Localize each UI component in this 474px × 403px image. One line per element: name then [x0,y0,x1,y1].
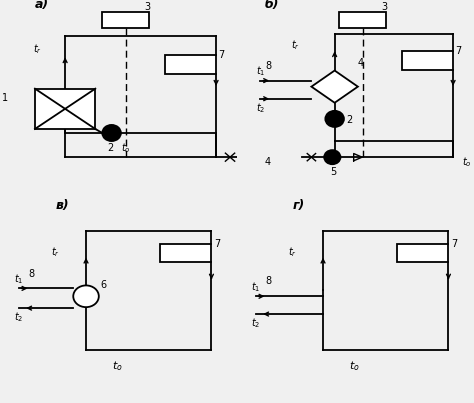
Text: 8: 8 [265,276,271,287]
Text: 7: 7 [456,46,462,56]
Text: $t_r$: $t_r$ [291,38,300,52]
Text: 7: 7 [214,239,220,249]
Circle shape [325,111,344,127]
Text: $t_1$: $t_1$ [14,272,23,286]
Text: $t_o$: $t_o$ [463,155,472,169]
Text: $t_r$: $t_r$ [288,245,297,259]
Text: $t_2$: $t_2$ [255,101,265,114]
Text: 5: 5 [330,167,336,177]
Text: $t_r$: $t_r$ [33,42,42,56]
Text: $t_2$: $t_2$ [14,310,23,324]
Text: 6: 6 [100,280,106,291]
Circle shape [102,125,121,141]
Text: 1: 1 [2,93,9,103]
Text: $t_1$: $t_1$ [255,64,265,78]
Text: $t_o$: $t_o$ [348,359,359,373]
Text: 7: 7 [451,239,457,249]
Circle shape [73,285,99,307]
Bar [102,12,149,28]
Text: г): г) [293,199,305,212]
Bar [165,56,216,73]
Text: 3: 3 [144,2,150,12]
Circle shape [324,150,340,164]
Text: в): в) [56,199,70,212]
Text: 8: 8 [28,268,34,278]
Text: 2: 2 [107,143,113,153]
Bar [339,12,386,28]
Text: б): б) [265,0,280,11]
Text: 7: 7 [219,50,225,60]
Text: 3: 3 [381,2,387,12]
Bar [397,244,448,262]
Bar [160,244,211,262]
Bar [402,52,453,70]
Text: $t_o$: $t_o$ [121,141,130,155]
Text: 2: 2 [346,115,353,125]
Text: $t_r$: $t_r$ [51,245,60,259]
Text: 4: 4 [265,157,271,167]
Polygon shape [311,71,358,103]
Text: 4: 4 [358,58,364,69]
Text: $t_2$: $t_2$ [251,316,260,330]
Text: а): а) [35,0,49,11]
Text: 8: 8 [265,60,271,71]
Text: $t_1$: $t_1$ [251,280,260,294]
Text: $t_o$: $t_o$ [111,359,122,373]
Bar [35,89,95,129]
